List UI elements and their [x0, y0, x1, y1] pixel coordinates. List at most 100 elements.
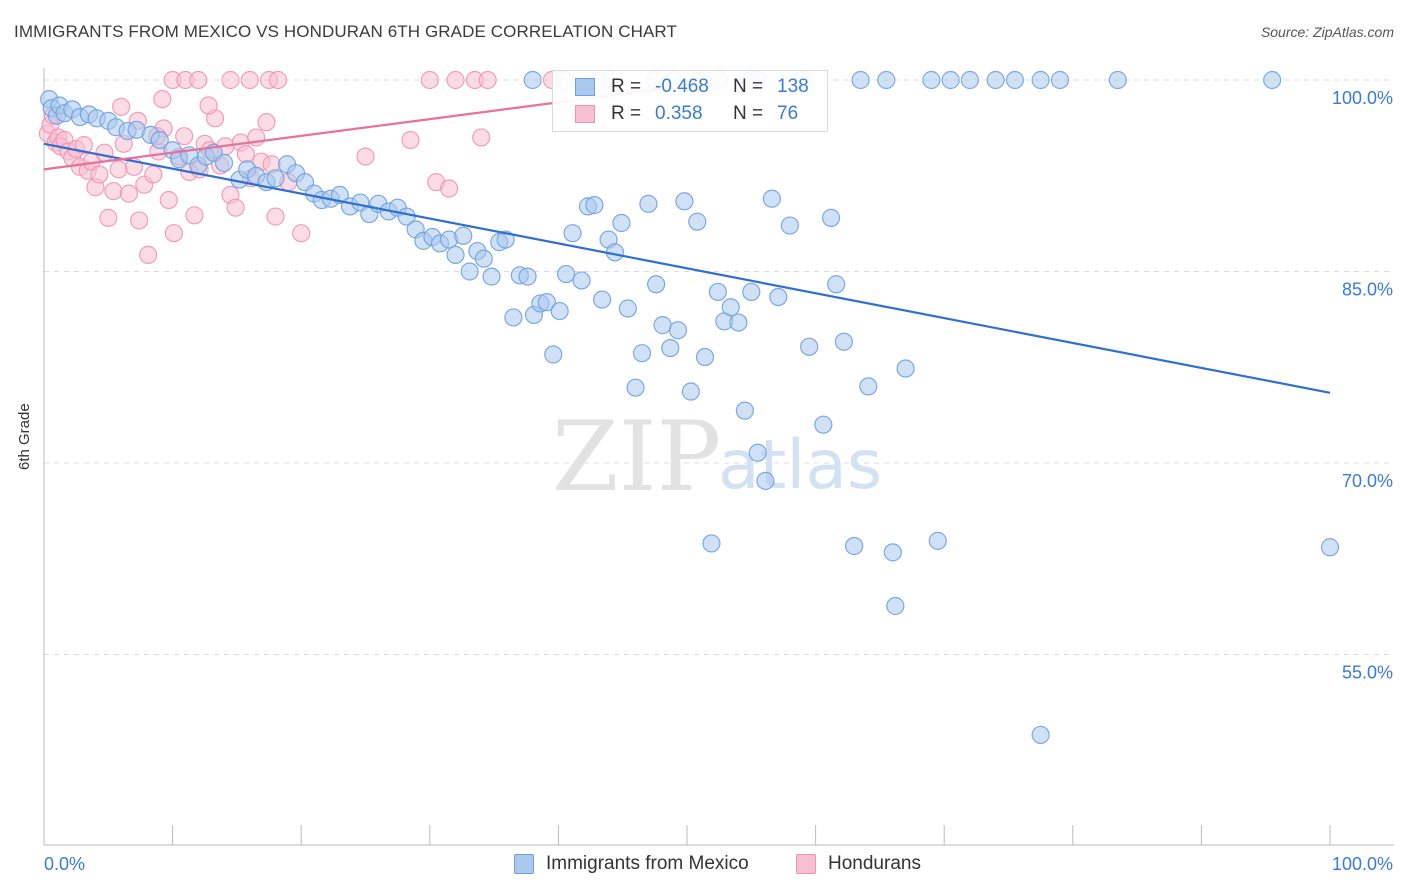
- point-mexico: [877, 70, 896, 90]
- point-mexico: [922, 70, 941, 90]
- point-hondurans: [74, 136, 93, 155]
- legend-r-label: R =: [611, 76, 642, 97]
- watermark-atlas: atlas: [718, 426, 882, 505]
- point-mexico: [729, 313, 748, 332]
- point-hondurans: [185, 206, 204, 225]
- y-tick-label: 70.0%: [1342, 471, 1393, 491]
- point-mexico: [756, 471, 775, 490]
- point-mexico: [896, 359, 915, 378]
- point-mexico: [661, 339, 680, 358]
- point-mexico: [827, 275, 846, 294]
- point-hondurans: [189, 70, 208, 90]
- point-mexico: [518, 267, 537, 286]
- point-mexico: [886, 596, 905, 616]
- legend-swatch-mexico: [575, 78, 595, 96]
- point-mexico: [593, 290, 612, 309]
- point-mexico: [702, 534, 721, 553]
- point-mexico: [821, 208, 841, 227]
- point-mexico: [557, 264, 576, 284]
- legend-r-value: 0.358: [655, 103, 703, 124]
- point-mexico: [845, 536, 864, 556]
- point-mexico: [928, 531, 947, 550]
- point-mexico: [1320, 538, 1340, 557]
- y-tick-label: 100.0%: [1332, 88, 1393, 108]
- point-mexico: [695, 347, 715, 367]
- point-mexico: [612, 213, 631, 233]
- point-mexico: [626, 378, 645, 397]
- point-hondurans: [90, 165, 109, 184]
- point-hondurans: [144, 165, 163, 184]
- point-mexico: [800, 337, 819, 356]
- point-mexico: [742, 282, 761, 302]
- point-mexico: [883, 543, 902, 562]
- legend-swatch-hondurans: [575, 105, 595, 123]
- point-mexico: [150, 130, 169, 150]
- point-mexico: [675, 192, 694, 211]
- point-mexico: [504, 308, 523, 327]
- point-mexico: [496, 230, 515, 249]
- point-hondurans: [99, 208, 118, 227]
- legend-row-hondurans: R = 0.358 N = 76: [553, 102, 827, 128]
- point-mexico: [941, 70, 960, 90]
- point-hondurans: [119, 184, 138, 203]
- legend-r-value: -0.468: [655, 76, 709, 97]
- trend-line-mexico: [43, 142, 1331, 394]
- point-mexico: [1005, 70, 1025, 90]
- point-mexico: [735, 401, 754, 420]
- point-hondurans: [164, 224, 183, 243]
- point-mexico: [585, 196, 604, 215]
- point-mexico: [834, 332, 853, 351]
- point-hondurans: [236, 144, 256, 164]
- point-hondurans: [153, 90, 172, 109]
- point-mexico: [708, 282, 727, 302]
- point-mexico: [859, 377, 878, 396]
- chart-title: IMMIGRANTS FROM MEXICO VS HONDURAN 6TH G…: [14, 22, 677, 41]
- point-hondurans: [240, 70, 259, 90]
- point-mexico: [1050, 70, 1070, 90]
- point-mexico: [762, 189, 781, 208]
- point-mexico: [1263, 70, 1282, 90]
- point-hondurans: [439, 179, 459, 198]
- point-mexico: [639, 194, 658, 213]
- legend-n-label: N =: [733, 76, 764, 97]
- point-mexico: [960, 70, 980, 90]
- point-hondurans: [130, 211, 149, 230]
- point-mexico: [1031, 725, 1050, 745]
- source-label: Source: ZipAtlas.com: [1260, 24, 1394, 40]
- point-mexico: [814, 415, 833, 434]
- point-mexico: [632, 344, 652, 363]
- point-mexico: [780, 216, 799, 235]
- point-mexico: [688, 212, 707, 231]
- point-mexico: [266, 169, 285, 188]
- point-hondurans: [401, 130, 420, 150]
- point-mexico: [537, 293, 556, 312]
- point-mexico: [1031, 70, 1050, 90]
- point-hondurans: [268, 70, 288, 90]
- point-hondurans: [226, 198, 245, 217]
- point-mexico: [446, 245, 465, 265]
- tick-labels: 100.0% 85.0% 70.0% 55.0% 0.0% 100.0%: [44, 88, 1393, 874]
- point-mexico: [550, 301, 569, 321]
- point-hondurans: [109, 160, 128, 179]
- legend-row-mexico: R = -0.468 N = 138: [553, 75, 827, 101]
- watermark: ZIP atlas: [552, 401, 882, 513]
- point-mexico: [851, 70, 870, 90]
- point-mexico: [214, 153, 234, 173]
- point-hondurans: [420, 70, 439, 90]
- legend-n-value: 76: [777, 103, 799, 124]
- point-mexico: [647, 275, 666, 294]
- legend-n-label: N =: [733, 103, 764, 124]
- point-hondurans: [104, 181, 123, 201]
- point-hondurans: [257, 113, 276, 132]
- correlation-legend: R = -0.468 N = 138 R = 0.358 N = 76: [552, 70, 828, 132]
- point-mexico: [1108, 70, 1127, 90]
- point-mexico: [986, 70, 1005, 90]
- point-hondurans: [266, 207, 285, 226]
- point-hondurans: [95, 143, 114, 162]
- legend-r-label: R =: [611, 103, 642, 124]
- x-tick-label: 0.0%: [44, 854, 85, 874]
- point-hondurans: [139, 245, 158, 265]
- y-tick-label: 55.0%: [1342, 663, 1393, 683]
- point-hondurans: [112, 97, 131, 116]
